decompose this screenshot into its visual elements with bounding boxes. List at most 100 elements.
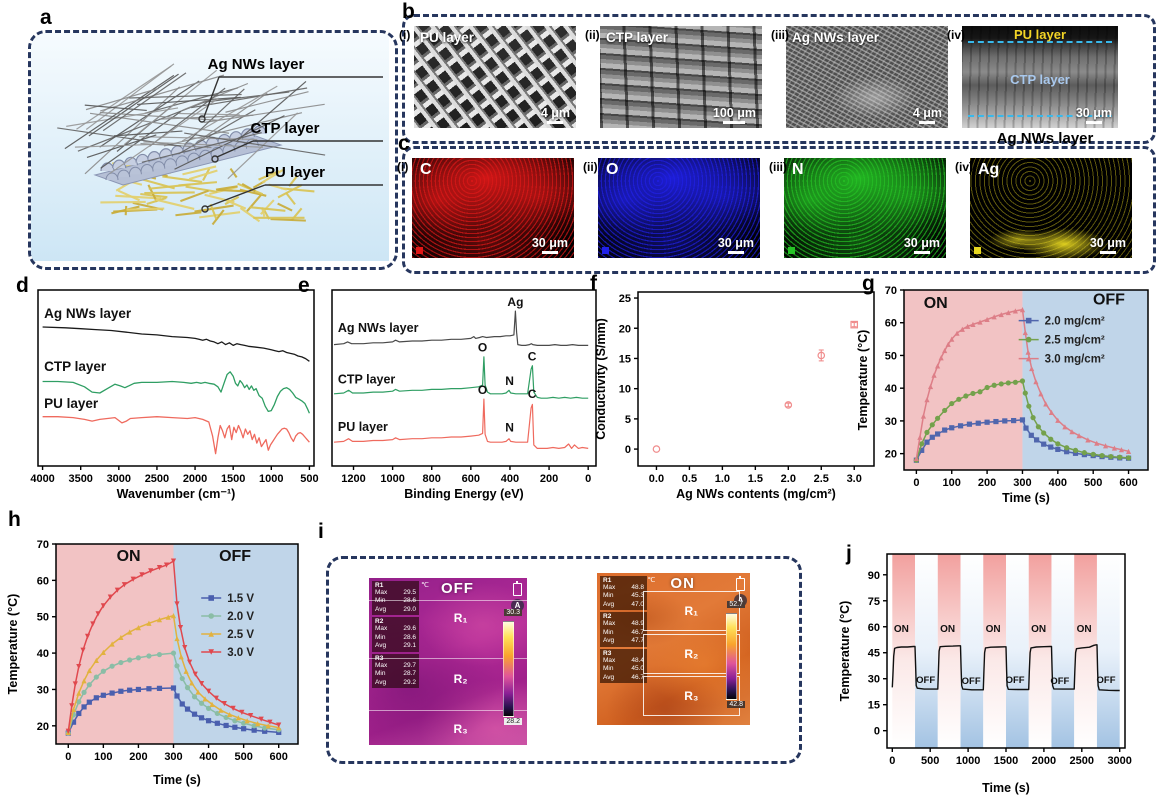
svg-text:Temperature (°C): Temperature (°C) <box>856 330 870 431</box>
battery-icon <box>513 583 522 596</box>
svg-text:OFF: OFF <box>219 548 251 565</box>
svg-text:CTP layer: CTP layer <box>44 359 107 374</box>
svg-text:O: O <box>478 383 487 397</box>
svg-text:300: 300 <box>1013 477 1031 489</box>
eds-index-label: (iv) <box>955 160 973 174</box>
svg-text:20: 20 <box>37 721 49 733</box>
thermal-stat-region-id: R1 <box>603 577 644 584</box>
region-separator-line <box>369 600 527 601</box>
svg-text:OFF: OFF <box>1050 676 1069 687</box>
svg-text:Time (s): Time (s) <box>1002 491 1050 505</box>
svg-text:45: 45 <box>868 648 880 660</box>
panel-label-h: h <box>8 508 21 532</box>
eds-element-label: N <box>792 161 804 179</box>
eds-element-label: O <box>606 161 618 179</box>
svg-text:OFF: OFF <box>1097 675 1116 686</box>
colorbar-min-label: 42.8 <box>727 701 745 708</box>
svg-text:Temperature (°C): Temperature (°C) <box>838 601 852 702</box>
svg-text:0: 0 <box>874 726 880 738</box>
panel-label-d: d <box>16 274 29 298</box>
svg-text:10: 10 <box>619 384 631 396</box>
svg-text:2500: 2500 <box>145 473 169 485</box>
svg-text:25: 25 <box>619 293 631 305</box>
panel-label-a: a <box>40 6 52 30</box>
svg-text:ON: ON <box>924 295 948 312</box>
svg-text:20: 20 <box>619 323 631 335</box>
thermal-stat-region-id: R1 <box>375 582 416 589</box>
svg-text:OFF: OFF <box>916 675 935 686</box>
svg-text:500: 500 <box>1084 477 1102 489</box>
cross-section-pu-label: PU layer <box>962 27 1118 42</box>
sem-image-title: Ag NWs layer <box>792 30 879 45</box>
sem-image-title: PU layer <box>420 30 474 45</box>
svg-text:OFF: OFF <box>962 676 981 687</box>
svg-text:600: 600 <box>1119 477 1137 489</box>
temperature-unit-icon: ℃ <box>647 576 655 584</box>
svg-text:200: 200 <box>978 477 996 489</box>
svg-text:15: 15 <box>868 700 880 712</box>
sem-index-label: (iv) <box>947 28 965 42</box>
svg-text:Ag NWs layer: Ag NWs layer <box>44 306 132 321</box>
scale-bar: 100 μm <box>713 106 756 124</box>
svg-text:ON: ON <box>1077 624 1092 635</box>
svg-text:500: 500 <box>921 755 939 767</box>
svg-text:100: 100 <box>943 477 961 489</box>
eds-index-label: (iii) <box>769 160 787 174</box>
svg-text:2500: 2500 <box>1070 755 1094 767</box>
svg-text:0: 0 <box>889 755 895 767</box>
svg-text:40: 40 <box>37 648 49 660</box>
svg-text:0: 0 <box>585 473 591 485</box>
svg-text:OFF: OFF <box>1093 291 1125 308</box>
thermal-colorbar <box>503 621 514 717</box>
svg-text:60: 60 <box>37 575 49 587</box>
svg-text:50: 50 <box>885 350 897 362</box>
panel-label-f: f <box>590 272 597 296</box>
panel-label-c: c <box>398 132 410 156</box>
svg-text:2000: 2000 <box>1032 755 1056 767</box>
panel-label-i: i <box>318 520 324 544</box>
temperature-unit-icon: ℃ <box>421 581 429 589</box>
cross-section-ctp-label: CTP layer <box>962 72 1118 87</box>
svg-text:1200: 1200 <box>341 473 365 485</box>
svg-text:Binding Energy (eV): Binding Energy (eV) <box>404 487 523 501</box>
svg-text:OFF: OFF <box>1006 675 1025 686</box>
svg-text:70: 70 <box>885 285 897 297</box>
eds-legend-chip <box>788 247 795 254</box>
svg-text:500: 500 <box>234 751 252 763</box>
sem-image: CTP layer 100 μm <box>600 26 762 128</box>
eds-element-label: Ag <box>978 161 999 179</box>
svg-text:N: N <box>505 421 514 435</box>
svg-text:ON: ON <box>940 624 955 635</box>
svg-text:400: 400 <box>199 751 217 763</box>
svg-text:2.0: 2.0 <box>781 473 796 485</box>
svg-text:1000: 1000 <box>259 473 283 485</box>
svg-text:O: O <box>478 341 487 355</box>
eds-map: O 30 μm <box>598 158 760 258</box>
svg-text:Time (s): Time (s) <box>153 773 201 787</box>
svg-text:30: 30 <box>37 684 49 696</box>
svg-text:2.5 mg/cm²: 2.5 mg/cm² <box>1045 335 1105 347</box>
sem-image-title: CTP layer <box>606 30 668 45</box>
panel-label-j: j <box>846 542 852 566</box>
svg-text:1.5 V: 1.5 V <box>227 593 254 605</box>
svg-text:300: 300 <box>164 751 182 763</box>
svg-text:2.5: 2.5 <box>814 473 829 485</box>
scale-bar: 30 μm <box>718 236 754 254</box>
svg-text:0.0: 0.0 <box>649 473 664 485</box>
